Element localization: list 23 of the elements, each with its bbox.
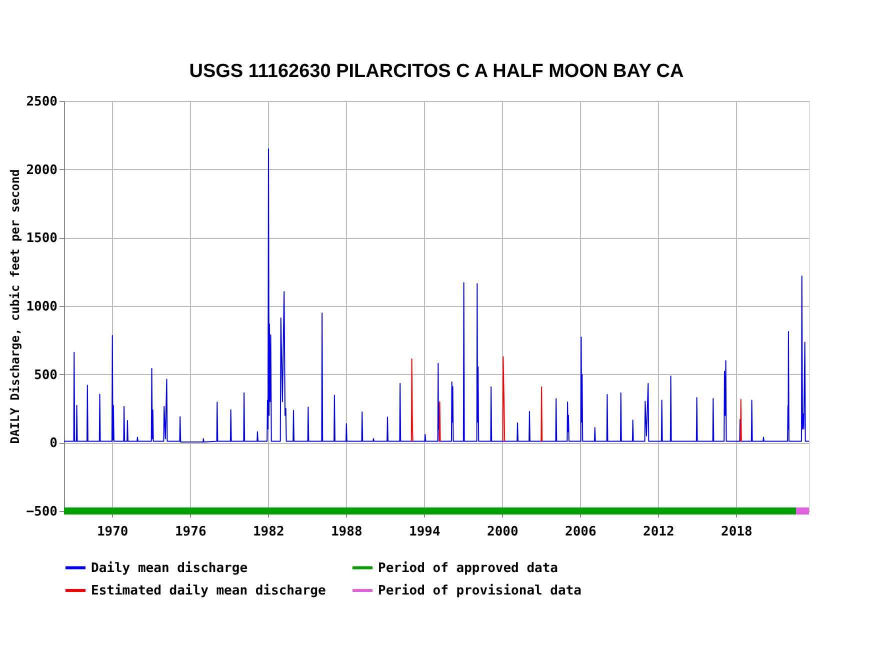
x-tick-label: 2012 bbox=[643, 524, 674, 540]
y-tick-label: 0 bbox=[50, 436, 58, 452]
legend-label: Daily mean discharge bbox=[91, 560, 248, 576]
x-tick-label: 1976 bbox=[174, 524, 206, 540]
x-tick-label: 1970 bbox=[96, 524, 128, 540]
y-tick-label: 1000 bbox=[26, 300, 58, 314]
x-tick-label: 2000 bbox=[487, 524, 518, 540]
legend-label: Period of approved data bbox=[378, 560, 558, 576]
x-tick-label: 1994 bbox=[408, 524, 440, 540]
x-tick-label: 1988 bbox=[330, 524, 362, 540]
y-tick-label: −500 bbox=[26, 504, 58, 520]
y-tick-label: 500 bbox=[34, 368, 58, 383]
y-tick-label: 2500 bbox=[26, 94, 58, 110]
x-tick-label: 1982 bbox=[252, 524, 284, 540]
legend-label: Period of provisional data bbox=[378, 584, 582, 598]
y-axis-title: DAILY Discharge, cubic feet per second bbox=[8, 169, 22, 444]
x-tick-label: 2018 bbox=[721, 524, 753, 540]
chart-title: USGS 11162630 PILARCITOS C A HALF MOON BAY CA bbox=[189, 61, 684, 82]
legend-label: Estimated daily mean discharge bbox=[91, 584, 326, 598]
y-tick-label: 2000 bbox=[26, 162, 58, 178]
x-tick-label: 2006 bbox=[565, 524, 596, 540]
y-tick-label: 1500 bbox=[26, 231, 58, 246]
line-series bbox=[64, 148, 810, 442]
